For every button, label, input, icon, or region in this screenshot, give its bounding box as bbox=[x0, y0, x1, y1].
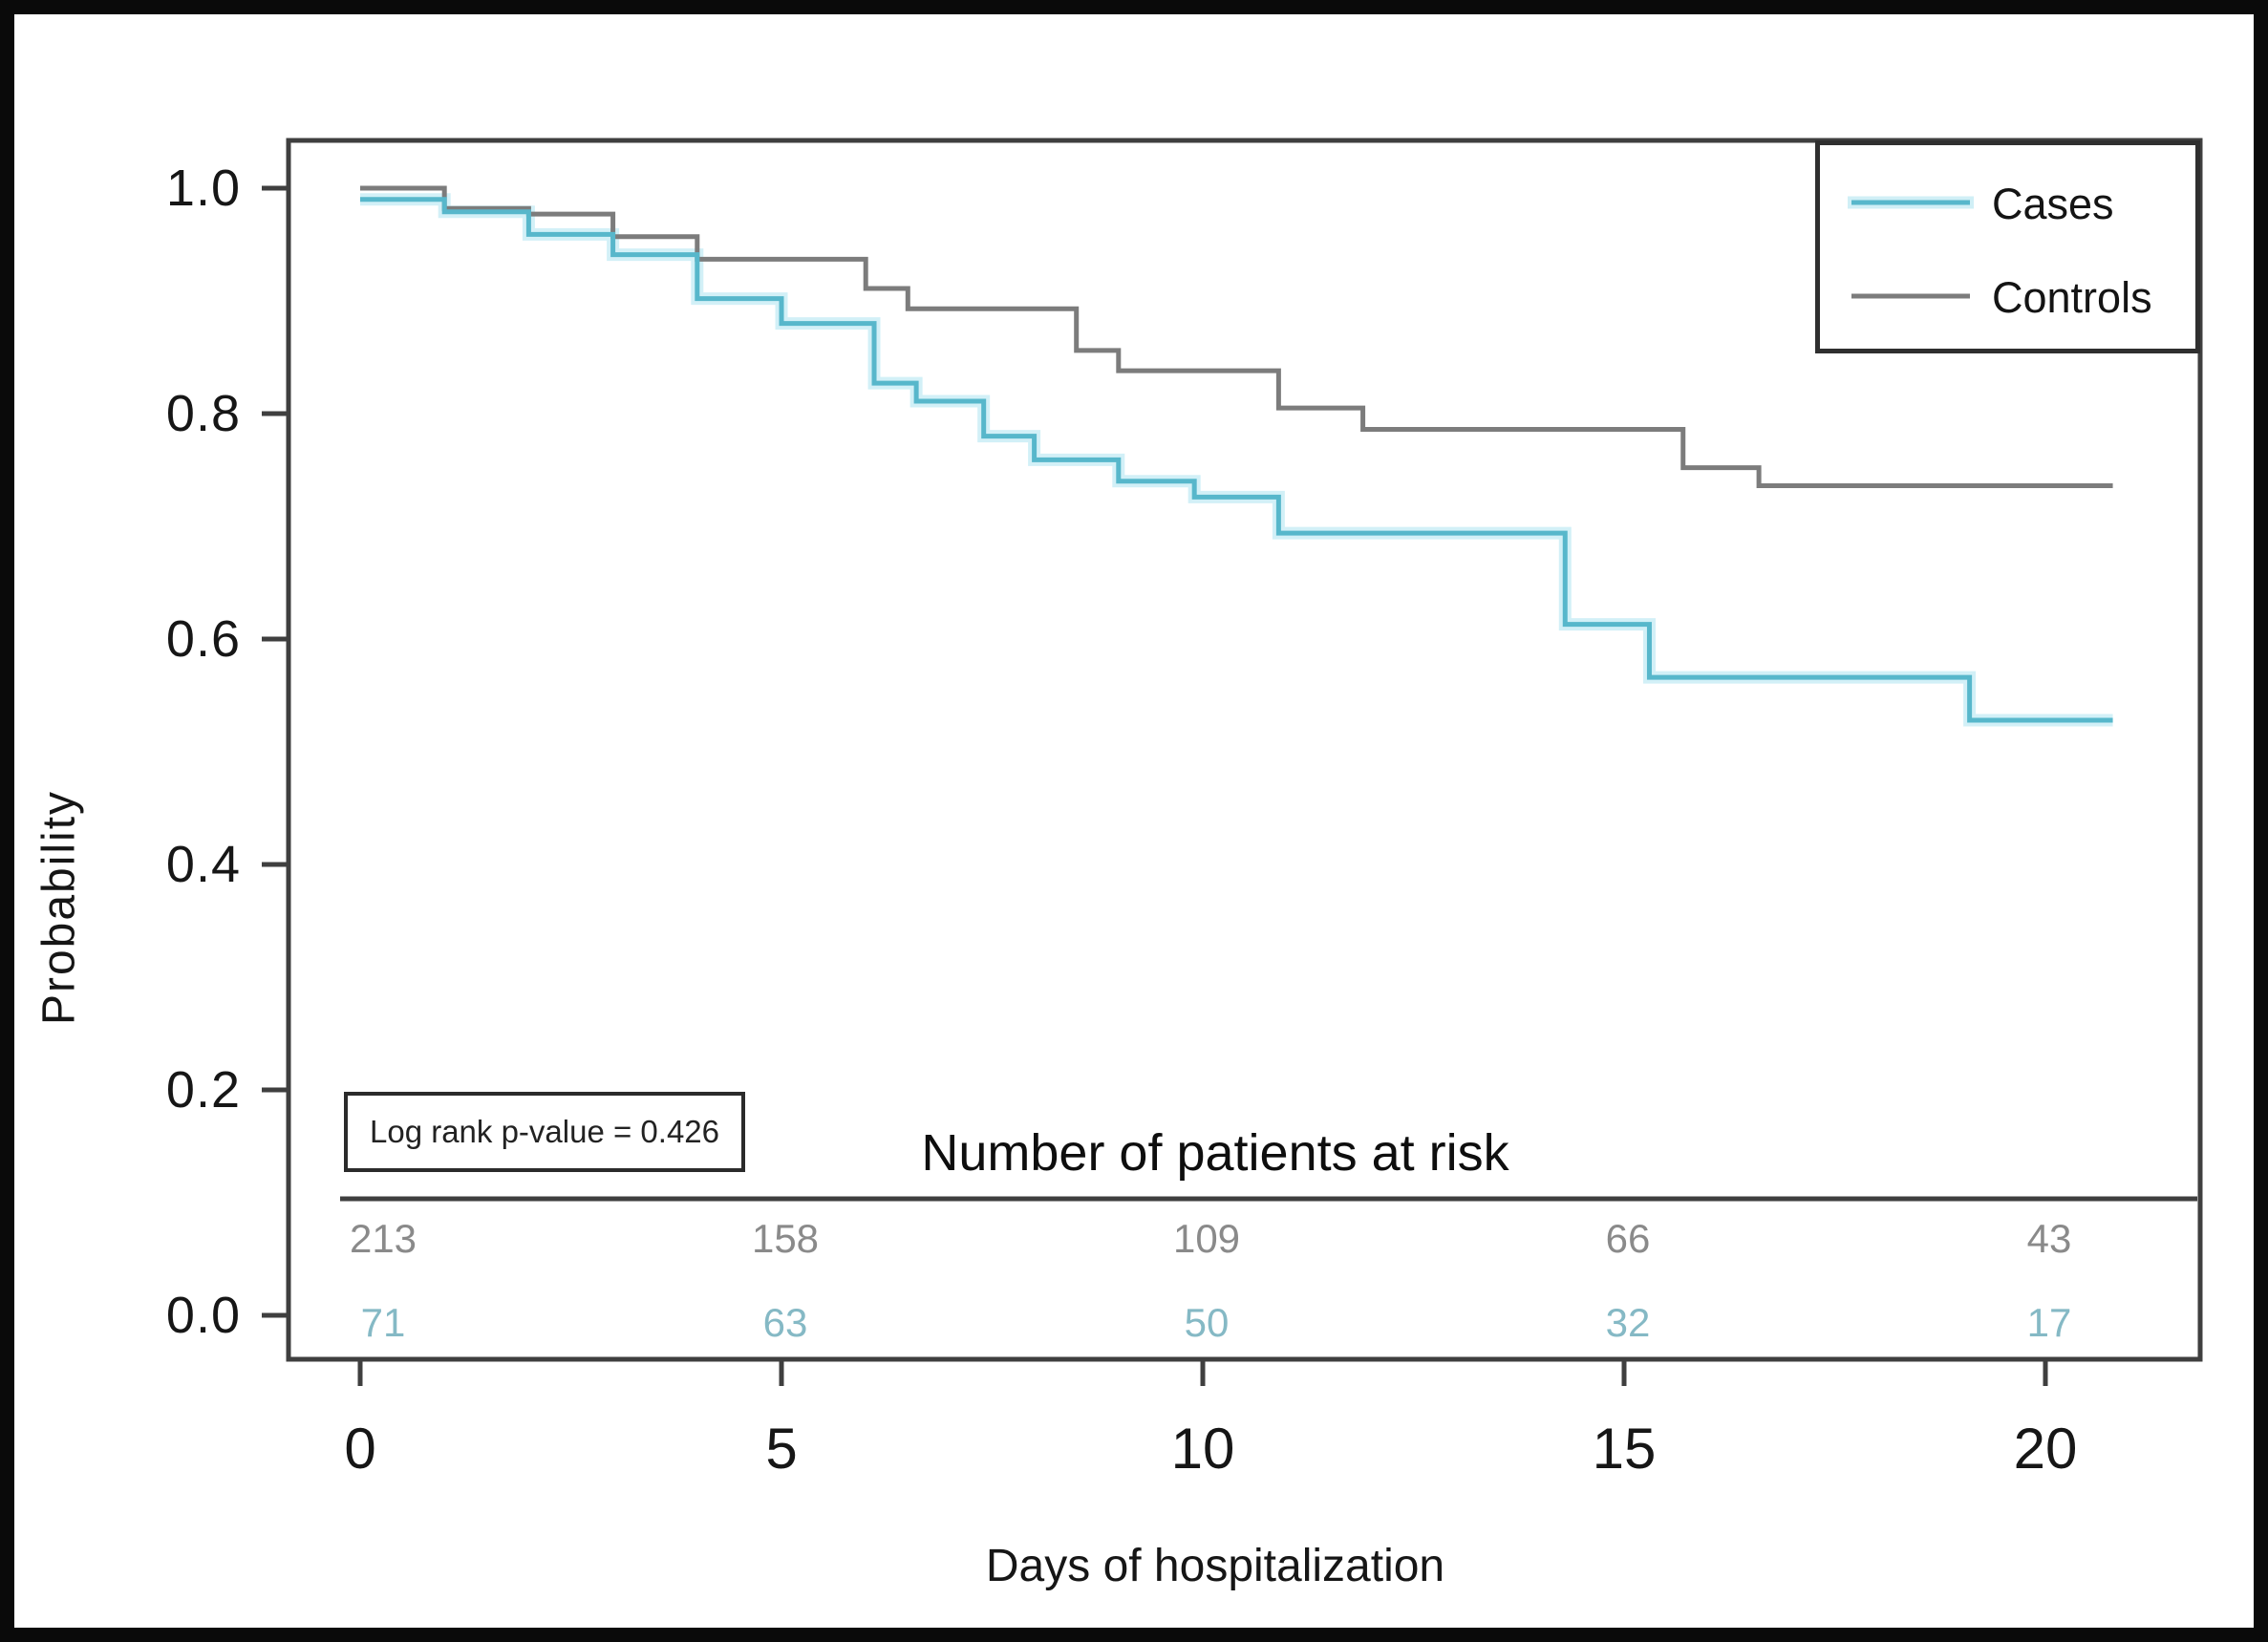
y-tick-label-0.8: 0.8 bbox=[165, 385, 241, 442]
plot-border bbox=[286, 138, 2203, 1362]
legend-label-cases: Cases bbox=[1992, 180, 2114, 228]
x-tick-label-0: 0 bbox=[344, 1417, 376, 1481]
x-axis-title: Days of hospitalization bbox=[985, 1541, 1445, 1591]
x-tick-label-5: 5 bbox=[765, 1417, 798, 1481]
risk-count-cases-day15: 32 bbox=[1605, 1300, 1651, 1345]
risk-count-controls-day15: 66 bbox=[1605, 1216, 1651, 1261]
legend-controls-line-swatch bbox=[1851, 293, 1970, 299]
risk-count-controls-day0: 213 bbox=[349, 1216, 417, 1261]
y-tick-label-0.2: 0.2 bbox=[165, 1061, 241, 1119]
risk-count-cases-day0: 71 bbox=[360, 1300, 406, 1345]
log-rank-pvalue-box: Log rank p-value = 0.426 bbox=[344, 1092, 745, 1172]
y-tick-label-1.0: 1.0 bbox=[165, 160, 241, 217]
y-tick-label-0.4: 0.4 bbox=[165, 836, 241, 893]
x-tick-label-20: 20 bbox=[2013, 1417, 2078, 1481]
cases-survival-curve bbox=[360, 197, 2113, 723]
risk-count-cases-day10: 50 bbox=[1184, 1300, 1230, 1345]
x-tick-label-10: 10 bbox=[1170, 1417, 1235, 1481]
legend-box bbox=[1815, 140, 2200, 353]
controls-survival-curve bbox=[360, 185, 2113, 489]
y-tick-label-0.0: 0.0 bbox=[165, 1287, 241, 1344]
risk-count-cases-day20: 17 bbox=[2026, 1300, 2072, 1345]
legend-label-controls: Controls bbox=[1992, 273, 2152, 322]
log-rank-pvalue-text: Log rank p-value = 0.426 bbox=[369, 1114, 719, 1149]
risk-count-controls-day5: 158 bbox=[751, 1216, 820, 1261]
risk-count-cases-day5: 63 bbox=[762, 1300, 808, 1345]
risk-count-controls-day20: 43 bbox=[2026, 1216, 2072, 1261]
x-tick-label-15: 15 bbox=[1592, 1417, 1657, 1481]
risk-table-title: Number of patients at risk bbox=[921, 1124, 1509, 1182]
risk-count-controls-day10: 109 bbox=[1172, 1216, 1241, 1261]
y-tick-label-0.6: 0.6 bbox=[165, 610, 241, 668]
y-axis-title: Probability bbox=[33, 789, 85, 1026]
legend-cases-line-swatch bbox=[1851, 200, 1970, 205]
